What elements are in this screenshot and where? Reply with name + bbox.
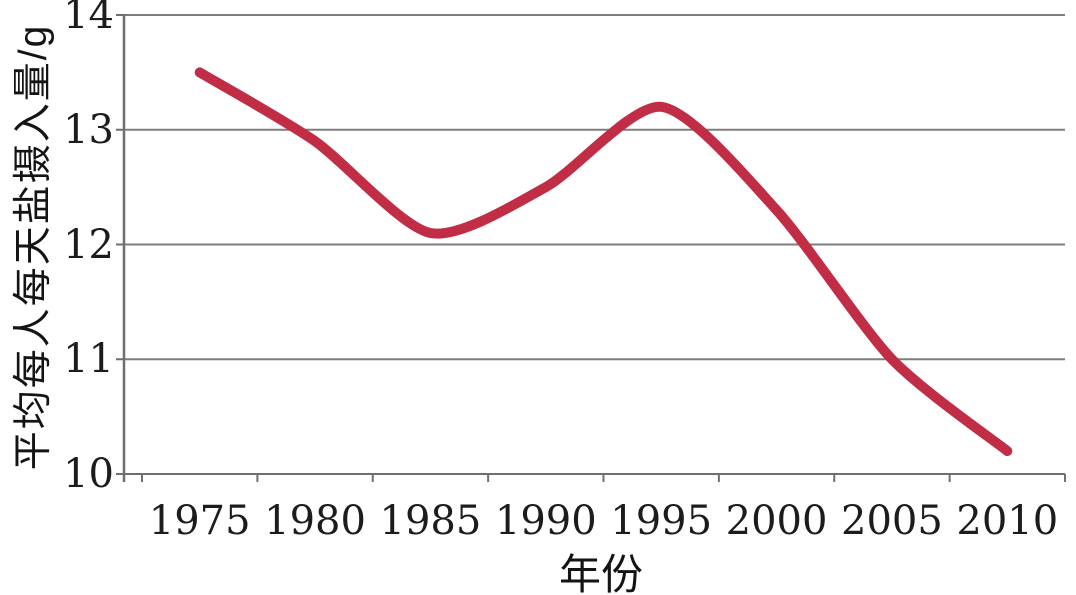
y-axis-title: 平均每人每天盐摄入量/g [12,23,55,471]
salt-intake-data-line [194,67,1013,457]
x-axis-title: 年份 [558,551,644,595]
